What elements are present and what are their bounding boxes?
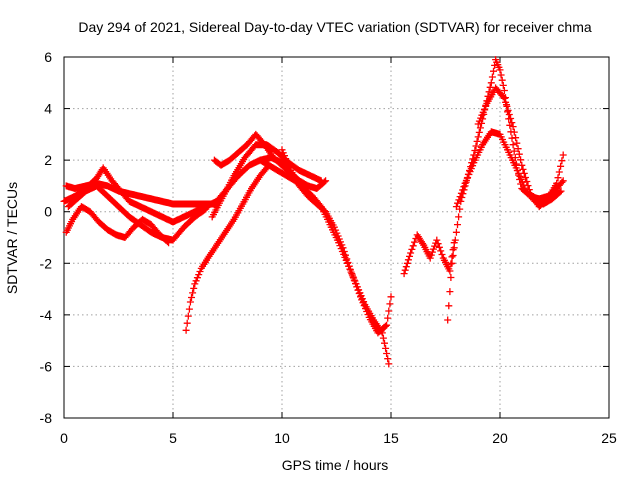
y-tick-label: -4 [40, 307, 53, 323]
x-axis-label: GPS time / hours [282, 457, 389, 473]
axis-ticks: 0 5 10 15 20 25 -8 -6 -4 -2 0 2 4 6 [40, 49, 617, 446]
point-markers [210, 130, 330, 192]
series-track-i [278, 146, 395, 337]
series-track-j [400, 231, 458, 278]
point-markers [208, 141, 325, 221]
y-tick-label: 6 [44, 49, 52, 65]
series-track-b [62, 179, 221, 208]
point-markers [62, 203, 173, 247]
data-points [60, 56, 567, 368]
y-axis-label: SDTVAR / TECUs [4, 182, 20, 294]
series-track-e [182, 161, 273, 334]
chart-title: Day 294 of 2021, Sidereal Day-to-day VTE… [78, 19, 591, 35]
x-tick-label: 0 [60, 430, 68, 446]
plot-frame [63, 56, 610, 419]
point-markers [256, 156, 393, 368]
point-markers [62, 179, 221, 208]
y-tick-label: -8 [40, 410, 53, 426]
y-tick-label: -6 [40, 358, 53, 374]
y-tick-label: 0 [44, 204, 52, 220]
y-tick-label: 2 [44, 152, 52, 168]
point-markers [474, 84, 567, 211]
x-tick-label: 20 [492, 430, 508, 446]
point-markers [182, 161, 273, 334]
series-track-f [208, 141, 325, 221]
x-tick-label: 25 [601, 430, 617, 446]
x-tick-label: 5 [169, 430, 177, 446]
series-track-d [62, 203, 173, 247]
point-markers [400, 231, 458, 278]
series-track-g [210, 130, 330, 192]
series-track-h [256, 156, 393, 368]
x-tick-label: 10 [274, 430, 290, 446]
series-track-m [474, 84, 567, 211]
point-markers [278, 146, 395, 337]
y-tick-label: -2 [40, 255, 53, 271]
y-tick-label: 4 [44, 101, 52, 117]
x-tick-label: 15 [383, 430, 399, 446]
